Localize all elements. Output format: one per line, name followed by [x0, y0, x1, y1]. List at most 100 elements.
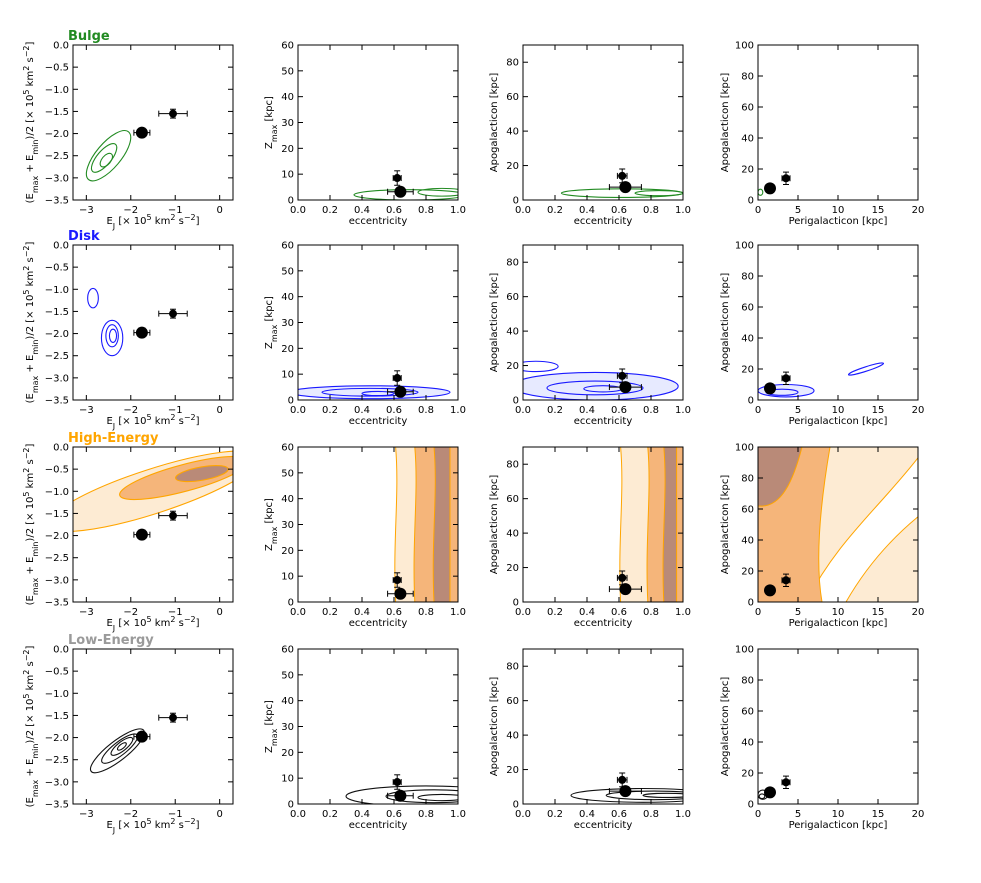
data-point-large — [608, 181, 642, 194]
y-tick-label: −0.5 — [45, 465, 69, 476]
x-axis-label: eccentricity — [574, 820, 633, 831]
y-tick-label: 10 — [281, 170, 294, 181]
x-tick-label: 0 — [216, 607, 222, 618]
y-tick-label: 40 — [741, 134, 754, 145]
y-tick-label: −0.5 — [45, 667, 69, 678]
y-tick-label: 100 — [735, 241, 754, 252]
data-point-large — [608, 583, 642, 596]
density-contour — [605, 790, 683, 801]
marker — [619, 785, 632, 798]
marker — [618, 371, 627, 380]
y-tick-label: −3.5 — [45, 598, 69, 609]
plot-area — [758, 362, 885, 398]
axes-frame — [522, 44, 684, 201]
x-tick-label: 0 — [755, 607, 761, 618]
marker — [393, 576, 402, 585]
x-tick-label: 0.6 — [386, 607, 402, 618]
x-tick-label: −3 — [79, 405, 94, 416]
y-tick-label: 20 — [281, 144, 294, 155]
x-tick-label: 0.2 — [322, 607, 338, 618]
x-tick-label: 0.8 — [643, 405, 659, 416]
marker — [618, 775, 627, 784]
data-point — [616, 168, 628, 184]
y-tick-label: 30 — [281, 118, 294, 129]
y-tick-label: −2.5 — [45, 351, 69, 362]
x-tick-label: 1.0 — [675, 205, 691, 216]
x-axis-label: eccentricity — [349, 820, 408, 831]
y-tick-label: 60 — [506, 494, 519, 505]
x-tick-label: 5 — [795, 809, 801, 820]
panel-high-energy-peri_apo: 0 5 10 15 20 0 20 40 60 80 100 Perigalacticon [kpc]… — [720, 443, 924, 630]
marker — [782, 576, 790, 585]
y-axis-label: Apogalacticon [kpc] — [720, 475, 731, 575]
y-tick-label: 20 — [741, 567, 754, 578]
x-tick-label: 5 — [795, 205, 801, 216]
x-tick-label: 1.0 — [450, 205, 466, 216]
x-tick-label: 10 — [832, 405, 845, 416]
y-tick-label: 40 — [741, 334, 754, 345]
marker — [764, 584, 776, 597]
x-tick-label: 0.4 — [354, 607, 370, 618]
density-contour — [89, 728, 145, 774]
y-tick-label: −2.0 — [45, 329, 69, 340]
x-tick-label: 1.0 — [675, 405, 691, 416]
marker — [394, 385, 407, 398]
x-tick-label: 0.0 — [515, 405, 531, 416]
x-tick-label: 0.8 — [643, 205, 659, 216]
data-point-large — [608, 381, 642, 394]
y-tick-label: −2.0 — [45, 531, 69, 542]
x-tick-label: 0 — [755, 205, 761, 216]
y-tick-label: 0 — [748, 598, 754, 609]
x-tick-label: 0.8 — [418, 809, 434, 820]
density-contour — [523, 360, 559, 373]
x-tick-label: 0.2 — [322, 809, 338, 820]
row-title-high-energy: High-Energy — [68, 431, 159, 446]
x-tick-label: 1.0 — [450, 405, 466, 416]
y-tick-label: 80 — [506, 258, 519, 269]
y-tick-label: 0.0 — [53, 41, 69, 52]
x-tick-label: 0.8 — [643, 607, 659, 618]
y-tick-label: 0 — [513, 396, 519, 407]
marker — [618, 573, 627, 582]
y-tick-label: 40 — [506, 127, 519, 138]
y-tick-label: 0 — [748, 196, 754, 207]
data-point-large — [387, 385, 414, 398]
x-tick-label: −1 — [168, 205, 183, 216]
marker — [169, 109, 177, 118]
marker — [393, 374, 402, 383]
x-axis-label: eccentricity — [349, 618, 408, 629]
x-axis-label: Perigalacticon [kpc] — [789, 416, 888, 427]
y-tick-label: 20 — [741, 769, 754, 780]
x-tick-label: 0.2 — [322, 405, 338, 416]
x-tick-label: −1 — [168, 809, 183, 820]
density-contour — [634, 189, 683, 197]
data-point-large — [133, 730, 151, 743]
y-axis-label: Zmax [kpc] — [264, 498, 279, 551]
panel-bulge-ecc_apo: 0.0 0.2 0.4 0.6 0.8 1.0 0 20 40 60 80 eccentricity A… — [489, 44, 691, 227]
y-tick-label: 0.0 — [53, 241, 69, 252]
x-tick-label: 1.0 — [675, 607, 691, 618]
y-tick-label: 60 — [741, 303, 754, 314]
x-tick-label: 0.4 — [579, 607, 595, 618]
data-point-large — [764, 584, 776, 597]
data-point — [616, 570, 628, 586]
axes-frame — [72, 648, 234, 805]
density-contour — [345, 785, 458, 804]
y-tick-label: −3.0 — [45, 173, 69, 184]
y-tick-label: 100 — [735, 41, 754, 52]
x-tick-label: 1.0 — [450, 607, 466, 618]
x-tick-label: 0 — [216, 205, 222, 216]
panel-bulge-peri_apo: 0 5 10 15 20 0 20 40 60 80 100 Perigalacticon [kpc]… — [720, 41, 924, 228]
x-tick-label: 0.2 — [547, 809, 563, 820]
x-axis-label: eccentricity — [574, 216, 633, 227]
x-tick-label: 0.6 — [611, 205, 627, 216]
y-tick-label: 100 — [735, 443, 754, 454]
x-axis-label: Perigalacticon [kpc] — [789, 820, 888, 831]
density-contour — [385, 789, 458, 804]
y-tick-label: 60 — [506, 696, 519, 707]
y-tick-label: −1.5 — [45, 509, 69, 520]
panel-bulge-ecc_z: 0.0 0.2 0.4 0.6 0.8 1.0 0 10 20 30 40 50 60 eccentric… — [264, 41, 466, 228]
marker — [782, 374, 790, 383]
y-tick-label: −0.5 — [45, 63, 69, 74]
plot-area — [758, 188, 764, 196]
